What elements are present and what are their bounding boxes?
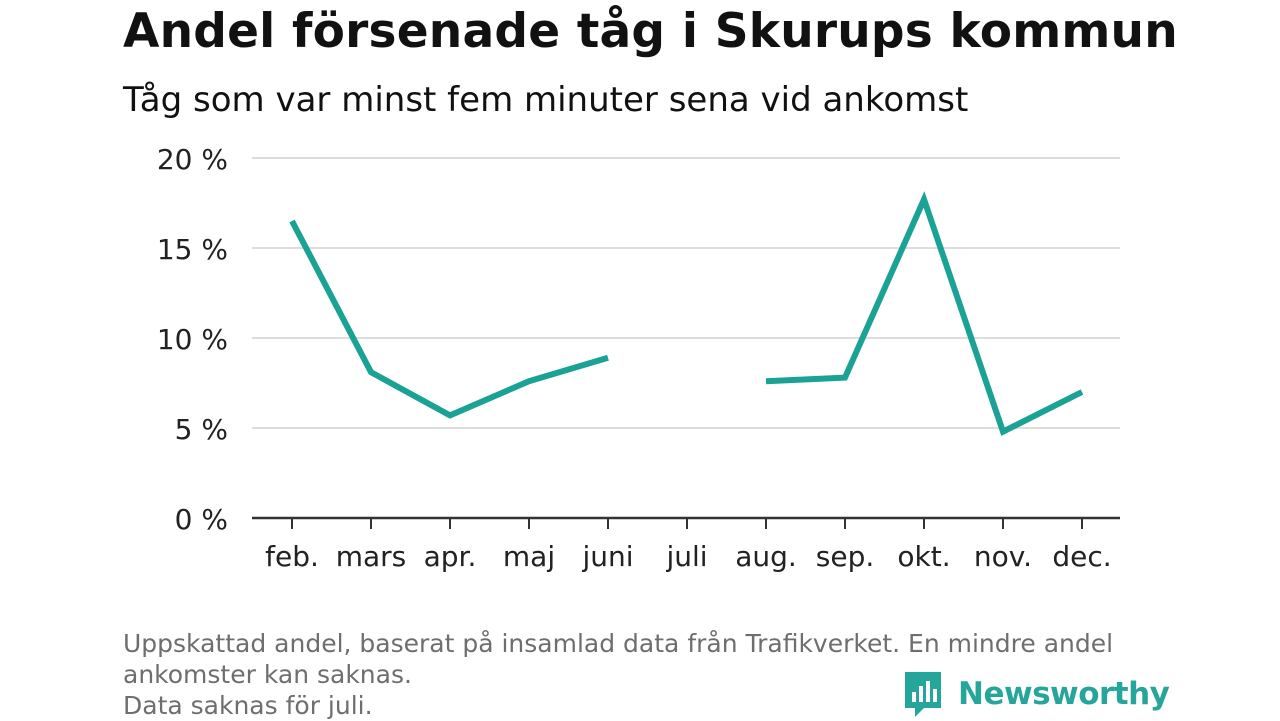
y-tick-label: 15 % bbox=[157, 233, 228, 266]
x-tick-label: juli bbox=[665, 540, 707, 573]
x-tick-label: dec. bbox=[1052, 540, 1111, 573]
y-tick-label: 20 % bbox=[157, 143, 228, 176]
x-tick-label: okt. bbox=[897, 540, 950, 573]
x-tick-label: nov. bbox=[974, 540, 1032, 573]
x-tick-label: aug. bbox=[735, 540, 797, 573]
newsworthy-logo[interactable]: Newsworthy bbox=[902, 670, 1169, 718]
y-tick-label: 5 % bbox=[175, 413, 228, 446]
series-line-segment bbox=[766, 199, 1082, 431]
x-tick-label: feb. bbox=[265, 540, 319, 573]
footnote-line-1: Uppskattad andel, baserat på insamlad da… bbox=[123, 628, 1183, 659]
newsworthy-logo-icon bbox=[902, 670, 944, 718]
x-tick-label: apr. bbox=[424, 540, 477, 573]
x-tick-label: sep. bbox=[816, 540, 875, 573]
y-tick-label: 0 % bbox=[175, 503, 228, 536]
x-tick-label: mars bbox=[336, 540, 407, 573]
x-tick-label: juni bbox=[581, 540, 633, 573]
x-tick-label: maj bbox=[503, 540, 555, 573]
y-axis-ticks: 0 % 5 % 10 % 15 % 20 % bbox=[157, 143, 228, 536]
y-tick-label: 10 % bbox=[157, 323, 228, 356]
series-line-segment bbox=[292, 221, 608, 415]
newsworthy-logo-text: Newsworthy bbox=[958, 676, 1169, 712]
series-line bbox=[292, 199, 1082, 431]
